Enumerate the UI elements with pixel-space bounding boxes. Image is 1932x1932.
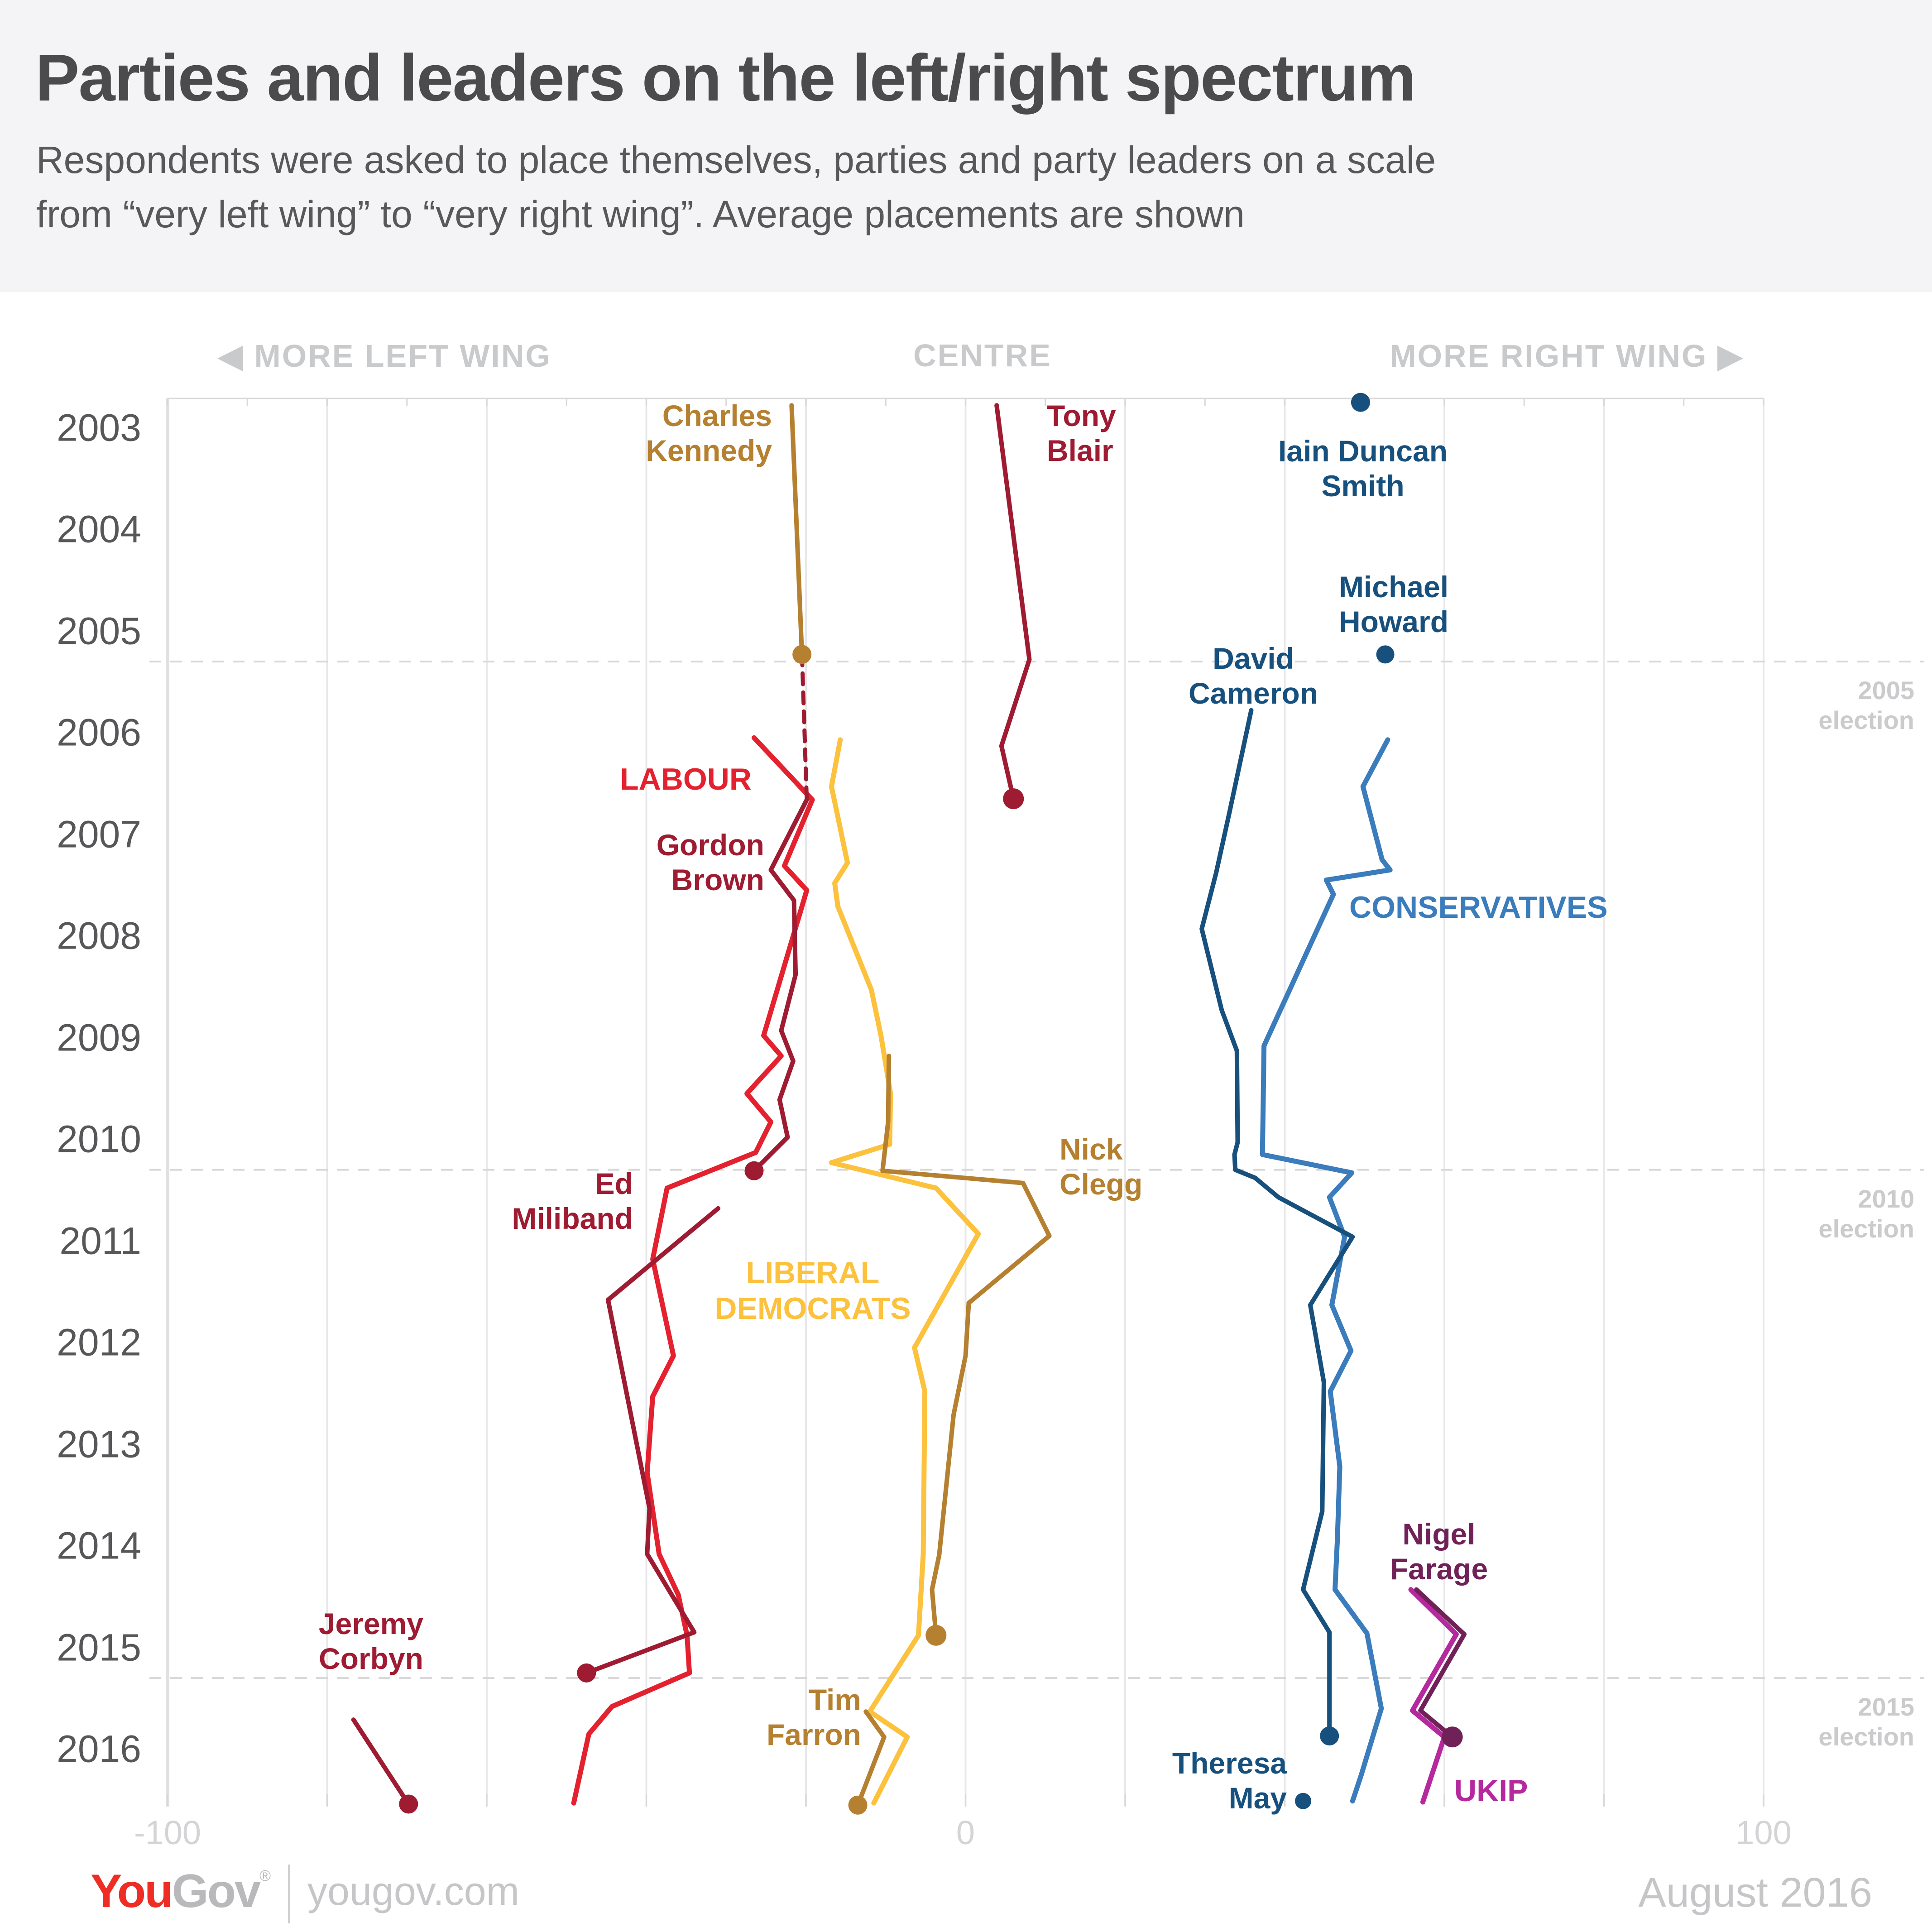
- series-end-dot-gordon-brown: [744, 1161, 764, 1180]
- series-line-labour: [571, 735, 815, 1806]
- yougov-url: yougov.com: [307, 1869, 519, 1913]
- label-nigel-farage: Nigel Farage: [1390, 1517, 1488, 1586]
- series-line-ukip: [1408, 1587, 1459, 1805]
- series-end-dot-jeremy-corbyn: [399, 1794, 418, 1814]
- year-label-2008: 2008: [57, 914, 141, 957]
- series-end-dot-nick-clegg: [925, 1625, 947, 1646]
- theresa-may-dot: [1295, 1793, 1312, 1809]
- series-line-ed-miliband: [584, 1206, 721, 1675]
- yougov-logo-gov: Gov: [172, 1865, 261, 1918]
- subtitle-line-1: Respondents were asked to place themselv…: [36, 139, 1436, 181]
- page-title: Parties and leaders on the left/right sp…: [35, 41, 1416, 115]
- direction-label-centre: CENTRE: [913, 338, 1052, 373]
- direction-label-left: ◀ MORE LEFT WING: [218, 338, 551, 374]
- series-line-tony-blair: [994, 403, 1032, 801]
- publication-date: August 2016: [1638, 1870, 1872, 1916]
- label-michael-howard: Michael Howard: [1338, 570, 1449, 638]
- series-line-tim-farron: [855, 1709, 887, 1807]
- x-axis-label-0: 0: [956, 1814, 975, 1851]
- series-line-nick-clegg: [880, 1054, 1052, 1638]
- label-iain-duncan-smith: Iain Duncan Smith: [1278, 434, 1448, 503]
- year-label-2005: 2005: [57, 609, 141, 652]
- election-2015-label: 2015 election: [1818, 1692, 1914, 1751]
- year-label-2009: 2009: [57, 1016, 141, 1059]
- label-liberal-democrats: LIBERAL DEMOCRATS: [714, 1256, 911, 1326]
- year-label-2015: 2015: [57, 1626, 141, 1669]
- x-axis-label--100: -100: [134, 1814, 201, 1851]
- label-jeremy-corbyn: Jeremy Corbyn: [318, 1607, 423, 1675]
- label-labour: LABOUR: [620, 762, 752, 796]
- label-theresa-may: Theresa May: [1172, 1746, 1287, 1815]
- label-ed-miliband: Ed Miliband: [512, 1167, 633, 1235]
- series-line-nigel-farage: [1414, 1587, 1467, 1740]
- label-ukip: UKIP: [1454, 1774, 1528, 1808]
- series-line-liberal-democrats: [829, 737, 981, 1806]
- series-end-dot-tim-farron: [848, 1795, 868, 1815]
- series-line-david-cameron: [1199, 708, 1355, 1738]
- label-conservatives: CONSERVATIVES: [1349, 890, 1608, 925]
- label-charles-kennedy: Charles Kennedy: [646, 399, 772, 467]
- year-label-2016: 2016: [57, 1727, 141, 1770]
- year-label-2013: 2013: [57, 1423, 141, 1466]
- footer-brand: You Gov ® yougov.com: [91, 1865, 519, 1923]
- series-end-dot-charles-kennedy: [792, 645, 812, 664]
- label-tony-blair: Tony Blair: [1047, 399, 1116, 467]
- year-label-2011: 2011: [59, 1219, 141, 1262]
- series-line-conservatives: [1260, 737, 1393, 1804]
- year-label-2014: 2014: [57, 1524, 141, 1567]
- year-label-2004: 2004: [57, 508, 141, 551]
- michael-howard-dot: [1376, 645, 1395, 664]
- series-end-dot-david-cameron: [1320, 1726, 1339, 1746]
- year-label-2006: 2006: [57, 711, 141, 754]
- yougov-logo-you: You: [91, 1865, 173, 1918]
- series-line-kennedy-connector: [800, 652, 809, 802]
- label-tim-farron: Tim Farron: [766, 1683, 861, 1751]
- year-label-2012: 2012: [57, 1321, 141, 1364]
- year-label-2010: 2010: [57, 1117, 141, 1160]
- registered-mark: ®: [259, 1867, 271, 1884]
- label-gordon-brown: Gordon Brown: [656, 828, 764, 896]
- subtitle-line-2: from “very left wing” to “very right win…: [36, 193, 1245, 235]
- election-2005-label: 2005 election: [1818, 676, 1914, 735]
- label-david-cameron: David Cameron: [1188, 642, 1318, 710]
- series-line-charles-kennedy: [789, 403, 805, 657]
- series-line-jeremy-corbyn: [351, 1717, 411, 1807]
- x-axis-label-100: 100: [1735, 1814, 1792, 1851]
- series-end-dot-tony-blair: [1003, 788, 1024, 810]
- iain-duncan-smith-dot: [1351, 393, 1370, 412]
- direction-label-right: MORE RIGHT WING ▶: [1390, 338, 1744, 374]
- footer-divider: [288, 1865, 291, 1923]
- election-2010-label: 2010 election: [1818, 1184, 1914, 1243]
- header-band: Parties and leaders on the left/right sp…: [0, 0, 1932, 292]
- series-line-gordon-brown: [752, 797, 809, 1173]
- year-label-2003: 2003: [57, 406, 141, 449]
- series-end-dot-nigel-farage: [1442, 1726, 1463, 1748]
- series-end-dot-ed-miliband: [577, 1663, 596, 1683]
- year-label-2007: 2007: [57, 813, 141, 856]
- label-nick-clegg: Nick Clegg: [1059, 1132, 1143, 1201]
